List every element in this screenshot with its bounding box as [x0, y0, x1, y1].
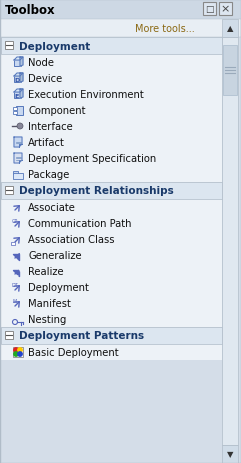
Bar [1, 263, 222, 279]
Bar [222, 38, 238, 445]
Bar [1, 119, 222, 135]
Text: Artifact: Artifact [28, 138, 65, 148]
Text: Nesting: Nesting [28, 314, 66, 324]
Text: E: E [14, 94, 19, 98]
Circle shape [14, 348, 18, 352]
Bar [5, 187, 13, 194]
Circle shape [18, 352, 22, 357]
Polygon shape [14, 90, 23, 93]
Bar [5, 332, 13, 339]
Text: Component: Component [28, 106, 86, 116]
Text: Communication Path: Communication Path [28, 219, 132, 229]
Bar [1, 55, 222, 71]
Bar [1, 38, 222, 55]
Text: Interface: Interface [28, 122, 73, 131]
Text: Deployment: Deployment [19, 41, 90, 51]
Text: M: M [12, 298, 16, 303]
Text: Realize: Realize [28, 266, 64, 276]
Bar [13, 108, 17, 111]
Text: Generalize: Generalize [28, 250, 82, 260]
Text: ▼: ▼ [227, 450, 233, 458]
Text: Toolbox: Toolbox [5, 4, 56, 17]
Bar [1, 232, 222, 247]
Polygon shape [20, 74, 23, 83]
Bar [1, 182, 222, 200]
Bar [0, 0, 241, 20]
Bar [1, 200, 222, 216]
Bar [1, 344, 222, 360]
Text: Association Class: Association Class [28, 234, 114, 244]
Bar [1, 135, 222, 150]
Bar [13, 347, 23, 357]
Text: CP: CP [12, 219, 18, 224]
Bar [1, 247, 222, 263]
Bar [14, 77, 21, 83]
Bar [1, 103, 222, 119]
Text: Package: Package [28, 169, 69, 180]
Bar [13, 112, 17, 115]
Bar [1, 216, 222, 232]
Circle shape [14, 352, 18, 357]
Text: Deployment Patterns: Deployment Patterns [19, 331, 144, 341]
Bar [13, 174, 23, 180]
Bar [223, 46, 237, 96]
Polygon shape [14, 58, 23, 61]
Text: Associate: Associate [28, 202, 76, 213]
Bar [14, 93, 21, 99]
Bar [1, 71, 222, 87]
Text: Deployment Relationships: Deployment Relationships [19, 186, 174, 196]
Bar [13, 172, 18, 175]
Bar [203, 3, 216, 16]
Polygon shape [14, 138, 22, 148]
Text: □: □ [205, 5, 214, 14]
Text: DT: DT [11, 282, 18, 288]
Polygon shape [20, 58, 23, 67]
Bar [222, 20, 238, 38]
Bar [222, 445, 238, 463]
Bar [5, 42, 13, 50]
Text: ▲: ▲ [227, 25, 233, 33]
Text: Device: Device [28, 74, 62, 84]
Text: D: D [14, 77, 19, 82]
Bar [1, 167, 222, 182]
Text: Manifest: Manifest [28, 298, 71, 308]
Text: Deployment Specification: Deployment Specification [28, 154, 156, 163]
Circle shape [18, 348, 22, 352]
Polygon shape [14, 154, 22, 163]
Bar [16, 107, 23, 116]
Bar [11, 243, 15, 245]
Text: More tools...: More tools... [135, 24, 195, 34]
Text: Node: Node [28, 58, 54, 68]
Text: Basic Deployment: Basic Deployment [28, 347, 119, 357]
Bar [1, 150, 222, 167]
Circle shape [17, 124, 23, 130]
Polygon shape [14, 74, 23, 77]
Bar [1, 87, 222, 103]
Polygon shape [20, 90, 23, 99]
Bar [1, 279, 222, 295]
Bar [219, 3, 232, 16]
Bar [14, 61, 21, 67]
Text: Execution Environment: Execution Environment [28, 90, 144, 100]
Bar [0, 20, 241, 38]
Bar [1, 295, 222, 311]
Text: ×: × [221, 5, 230, 14]
Bar [1, 327, 222, 344]
Bar [1, 311, 222, 327]
Text: Deployment: Deployment [28, 282, 89, 292]
